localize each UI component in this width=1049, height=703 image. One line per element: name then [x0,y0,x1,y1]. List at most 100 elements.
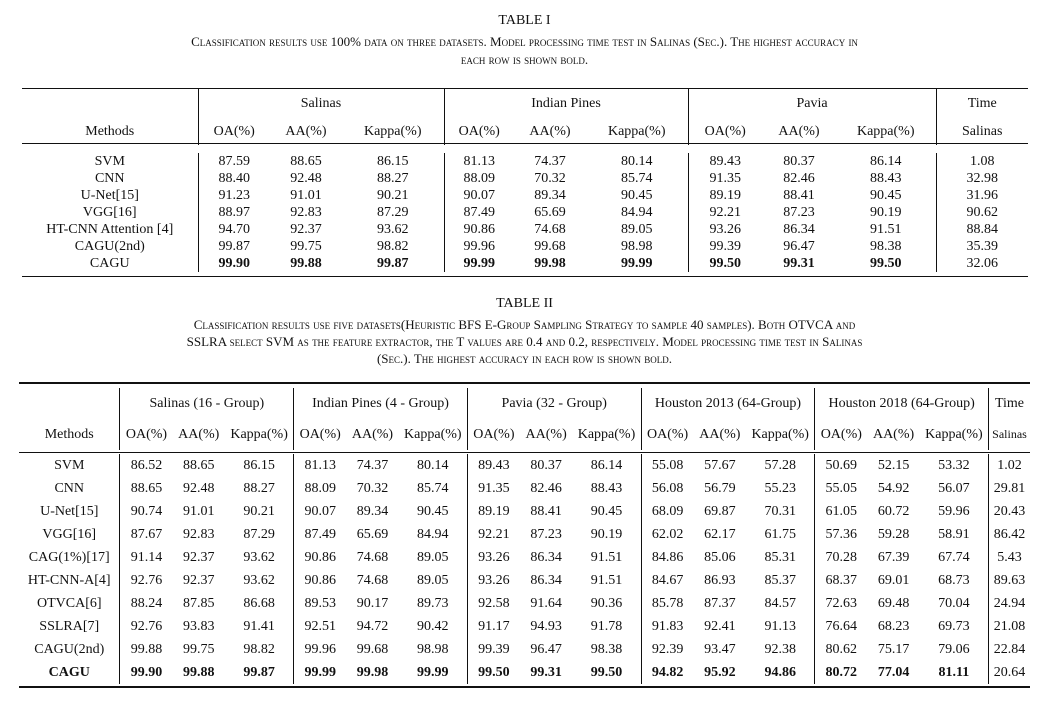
table1-value-cell: 94.70 [197,221,270,238]
table2-caption-line-1: Classification results use five datasets… [193,317,856,332]
table2-value-cell: 90.45 [417,504,449,519]
table2-bottom-rule [19,686,1030,688]
table2-method-cell: OTVCA[6] [36,596,102,611]
table2-column-header: OA(%) [119,418,173,450]
table1-method-cell: HT-CNN Attention [4] [46,222,174,237]
table2-value-cell: 58.91 [938,527,970,542]
table2-value-cell: 95.92 [704,665,736,680]
table2-column-header: OA(%) [814,418,868,450]
table2-value-cell: 93.26 [466,546,520,569]
table1-value-cell: 99.87 [197,238,270,255]
table1-value-cell: 99.31 [783,256,815,271]
table2-column-header: Kappa(%) [925,426,983,442]
table1-column-header: AA(%) [778,123,820,139]
table1-column-header: OA(%) [443,117,514,145]
table2-corner [19,388,120,418]
table2-value-cell: 92.38 [764,642,796,657]
table2-group-time: Time [988,388,1030,418]
table1-group-time: Time [935,89,1028,117]
table2-value-cell: 68.73 [938,573,970,588]
table1-value-cell: 91.51 [870,222,902,237]
table2-column-header: Kappa(%) [404,426,462,442]
table2: Salinas (16 - Group) Indian Pines (4 - G… [19,388,1030,684]
table2-value-cell: 91.13 [764,619,796,634]
table1-value-cell: 99.99 [443,255,514,272]
table2-value-cell: 84.57 [764,596,796,611]
table2-value-cell: 70.31 [764,504,796,519]
table2-row: VGG[16] 87.67 92.83 87.29 87.49 65.69 84.94 92.… [19,523,1030,546]
table1-value-cell: 99.90 [197,255,270,272]
table2-value-cell: 55.08 [640,454,694,477]
table1-value-cell: 99.68 [534,239,566,254]
table2-value-cell: 55.05 [814,477,868,500]
table1-value-cell: 86.14 [870,154,902,169]
table2-value-cell: 56.08 [640,477,694,500]
table1-value-cell: 90.86 [443,221,514,238]
table1-value-cell: 99.99 [621,256,653,271]
table2-value-cell: 85.78 [640,592,694,615]
table2-value-cell: 90.86 [293,546,347,569]
table2-value-cell: 99.98 [356,665,389,680]
table2-value-cell: 21.08 [988,615,1030,638]
table2-value-cell: 87.37 [704,596,736,611]
table2-value-cell: 69.73 [938,619,970,634]
table2-value-cell: 85.06 [704,550,736,565]
table1-value-cell: 99.50 [870,256,902,271]
table2-value-cell: 85.37 [764,573,796,588]
table1-column-header: Kappa(%) [856,123,915,139]
table2-value-cell: 92.76 [119,569,173,592]
table1-group-indian-pines: Indian Pines [443,89,688,117]
table1-value-cell: 70.32 [534,171,566,186]
table2-row: CAG(1%)[17] 91.14 92.37 93.62 90.86 74.68 89.0… [19,546,1030,569]
table2-value-cell: 89.43 [466,454,520,477]
table1-value-cell: 74.37 [534,154,566,169]
table2-value-cell: 91.17 [466,615,520,638]
table2-value-cell: 85.74 [417,481,449,496]
table1-value-cell: 35.39 [935,238,1028,255]
table1-value-cell: 89.05 [621,222,653,237]
table2-value-cell: 55.23 [764,481,796,496]
table2-column-header: OA(%) [466,418,520,450]
table1-corner [22,89,198,117]
table2-value-cell: 90.17 [356,596,389,611]
table1-value-cell: 93.26 [687,221,762,238]
table1-value-cell: 1.08 [935,153,1028,170]
table1-column-header: OA(%) [687,117,762,145]
table1-value-cell: 99.98 [534,256,566,271]
table1-value-cell: 88.43 [870,171,902,186]
table2-value-cell: 88.09 [293,477,347,500]
table2-value-cell: 87.67 [119,523,173,546]
table2-value-cell: 99.68 [356,642,389,657]
table2-value-cell: 81.11 [938,665,970,680]
table2-value-cell: 84.94 [417,527,449,542]
table2-value-cell: 86.14 [590,458,623,473]
table2-value-cell: 99.31 [530,665,562,680]
table2-value-cell: 80.72 [814,661,868,684]
table2-column-header: AA(%) [525,426,567,442]
table1-column-header: Salinas [935,117,1028,145]
table2-value-cell: 92.83 [183,527,215,542]
table1-value-cell: 99.87 [377,256,409,271]
table2-value-cell: 94.86 [764,665,796,680]
table2-value-cell: 90.36 [590,596,623,611]
table2-value-cell: 79.06 [938,642,970,657]
table1-value-cell: 92.48 [290,171,322,186]
table2-method-cell: CNN [54,481,85,496]
table1-value-cell: 90.62 [935,204,1028,221]
table2-value-cell: 62.02 [640,523,694,546]
table2-value-cell: 86.42 [988,523,1030,546]
table2-value-cell: 92.58 [466,592,520,615]
table2-value-cell: 91.83 [640,615,694,638]
table1-value-cell: 85.74 [621,171,653,186]
table1-value-cell: 74.68 [534,222,566,237]
table1-method-cell: CAGU(2nd) [74,239,145,254]
table1-value-cell: 99.96 [443,238,514,255]
table1-method-cell: CAGU [89,256,130,271]
table1-value-cell: 93.62 [377,222,409,237]
table2-group-pavia: Pavia (32 - Group) [466,388,642,418]
table2-value-cell: 68.37 [814,569,868,592]
table2-value-cell: 60.72 [877,504,910,519]
table2-value-cell: 92.37 [183,550,215,565]
table1-row: U-Net[15] 91.23 91.01 90.21 90.07 89.34 90.45 8… [22,187,1028,204]
table2-value-cell: 80.62 [814,638,868,661]
